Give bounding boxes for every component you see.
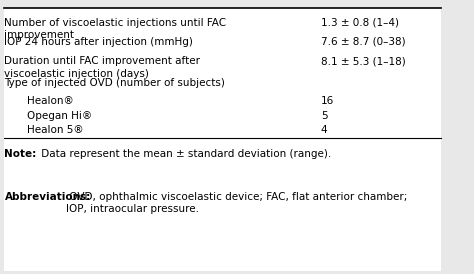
Bar bbox=[4, 8, 441, 138]
Text: 7.6 ± 8.7 (0–38): 7.6 ± 8.7 (0–38) bbox=[321, 37, 405, 47]
Text: Abbreviations:: Abbreviations: bbox=[4, 192, 91, 202]
Text: 5: 5 bbox=[321, 111, 328, 121]
Text: Data represent the mean ± standard deviation (range).: Data represent the mean ± standard devia… bbox=[38, 149, 331, 159]
Text: 16: 16 bbox=[321, 96, 334, 106]
Bar bbox=[4, 138, 441, 271]
Text: Opegan Hi®: Opegan Hi® bbox=[27, 111, 92, 121]
Text: IOP 24 hours after injection (mmHg): IOP 24 hours after injection (mmHg) bbox=[4, 37, 193, 47]
Text: Type of injected OVD (number of subjects): Type of injected OVD (number of subjects… bbox=[4, 78, 225, 88]
Text: 1.3 ± 0.8 (1–4): 1.3 ± 0.8 (1–4) bbox=[321, 18, 399, 28]
Text: Duration until FAC improvement after
viscoelastic injection (days): Duration until FAC improvement after vis… bbox=[4, 56, 201, 79]
Text: Number of viscoelastic injections until FAC
improvement: Number of viscoelastic injections until … bbox=[4, 18, 227, 40]
Text: Note:: Note: bbox=[4, 149, 36, 159]
Text: Healon®: Healon® bbox=[27, 96, 73, 106]
Text: 4: 4 bbox=[321, 125, 328, 135]
Text: OVD, ophthalmic viscoelastic device; FAC, flat anterior chamber;
IOP, intraocula: OVD, ophthalmic viscoelastic device; FAC… bbox=[66, 192, 407, 214]
Text: Healon 5®: Healon 5® bbox=[27, 125, 83, 135]
Text: 8.1 ± 5.3 (1–18): 8.1 ± 5.3 (1–18) bbox=[321, 56, 406, 66]
